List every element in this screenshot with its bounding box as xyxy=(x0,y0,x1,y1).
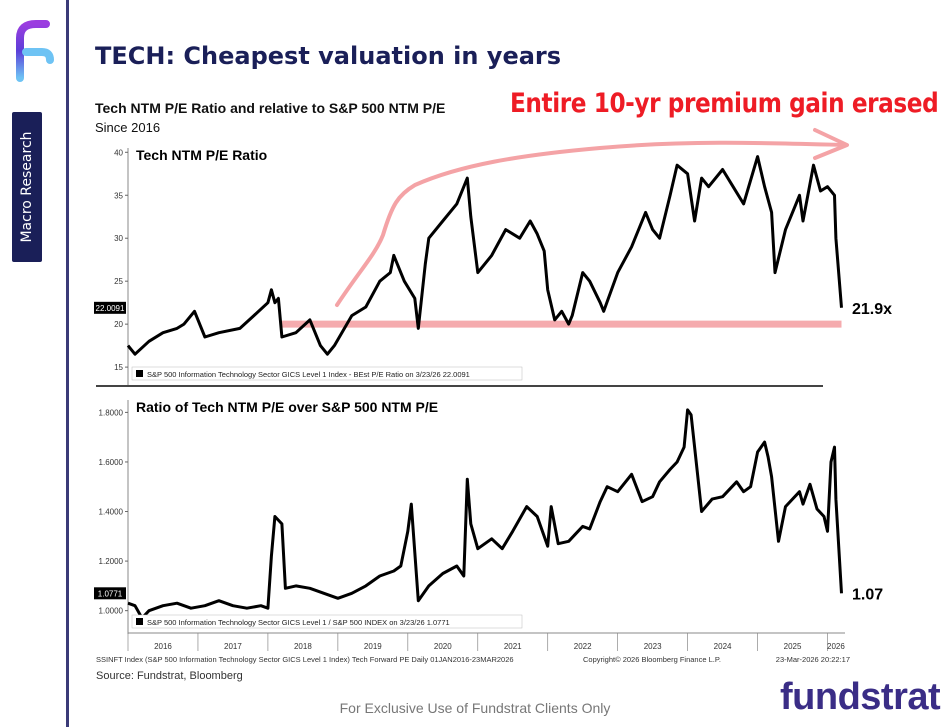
x-tick-label: 2021 xyxy=(504,642,522,651)
fundstrat-logo-icon xyxy=(16,20,54,82)
legend: S&P 500 Information Technology Sector GI… xyxy=(131,366,523,381)
last-value-box xyxy=(94,587,126,600)
legend-text: S&P 500 Information Technology Sector GI… xyxy=(147,618,450,627)
legend-text: S&P 500 Information Technology Sector GI… xyxy=(147,370,470,379)
brand-wordmark: fundstrat xyxy=(780,676,941,718)
x-tick-label: 2020 xyxy=(434,642,452,651)
y-tick-label: 40 xyxy=(114,148,123,157)
premium-arrow xyxy=(335,140,847,307)
series-line xyxy=(127,408,843,620)
series-line xyxy=(126,155,843,356)
y-tick-label: 30 xyxy=(114,234,123,243)
x-tick-label: 2019 xyxy=(364,642,382,651)
legend: S&P 500 Information Technology Sector GI… xyxy=(131,614,523,629)
last-value-box xyxy=(94,301,126,314)
y-tick-label: 1.6000 xyxy=(99,458,124,467)
legend-box xyxy=(131,366,523,381)
legend-swatch xyxy=(136,370,143,377)
y-tick-label: 1.8000 xyxy=(99,408,124,417)
x-tick-label: 2018 xyxy=(294,642,312,651)
chart-title: Tech NTM P/E Ratio and relative to S&P 5… xyxy=(95,100,446,116)
source-note: Source: Fundstrat, Bloomberg xyxy=(96,670,243,682)
x-tick-label: 2024 xyxy=(714,642,732,651)
panel-label: Ratio of Tech NTM P/E over S&P 500 NTM P… xyxy=(136,399,438,415)
pe-panel: 15 20 25 30 35 40 22.0091 21.9x Tech NTM P/E Rat… xyxy=(94,128,892,386)
x-axis: 2016 2017 2018 2019 2020 2021 2022 2023 2024 2025… xyxy=(96,632,850,664)
x-tick-label: 2026 xyxy=(827,642,845,651)
y-tick-label: 15 xyxy=(114,363,123,372)
last-value-text: 22.0091 xyxy=(96,304,125,313)
page-title: TECH: Cheapest valuation in years xyxy=(95,42,562,70)
legend-box xyxy=(131,614,523,629)
relative-pe-panel: 1.0000 1.2000 1.4000 1.6000 1.8000 1.0771 1.07… xyxy=(94,399,883,634)
x-tick-label: 2025 xyxy=(784,642,802,651)
sidebar-tab-macro-research: Macro Research xyxy=(12,112,42,262)
axis-footer-right: 23-Mar-2026 20:22:17 xyxy=(776,655,850,664)
footer-disclaimer: For Exclusive Use of Fundstrat Clients O… xyxy=(339,700,611,716)
y-tick-label: 1.0000 xyxy=(99,607,124,616)
x-tick-label: 2023 xyxy=(644,642,662,651)
axis-footer-left: SSINFT Index (S&P 500 Information Techno… xyxy=(96,655,514,664)
sidebar-divider xyxy=(66,0,69,727)
axis-footer-middle: Copyright© 2026 Bloomberg Finance L.P. xyxy=(583,655,721,664)
last-value-text: 1.0771 xyxy=(98,589,123,598)
callout-annotation: Entire 10-yr premium gain erased xyxy=(510,88,939,119)
x-tick-label: 2022 xyxy=(574,642,592,651)
end-value-label: 1.07 xyxy=(852,586,883,603)
legend-swatch xyxy=(136,618,143,625)
x-tick-label: 2016 xyxy=(154,642,172,651)
premium-arrowhead xyxy=(813,128,849,160)
y-tick-label: 25 xyxy=(114,277,123,286)
x-tick-label: 2017 xyxy=(224,642,242,651)
y-tick-label: 20 xyxy=(114,320,123,329)
panel-label: Tech NTM P/E Ratio xyxy=(136,147,267,163)
chart-subtitle: Since 2016 xyxy=(95,120,161,135)
y-tick-label: 1.4000 xyxy=(99,508,124,517)
end-value-label: 21.9x xyxy=(852,301,892,318)
y-tick-label: 1.2000 xyxy=(99,557,124,566)
y-tick-label: 35 xyxy=(114,191,123,200)
